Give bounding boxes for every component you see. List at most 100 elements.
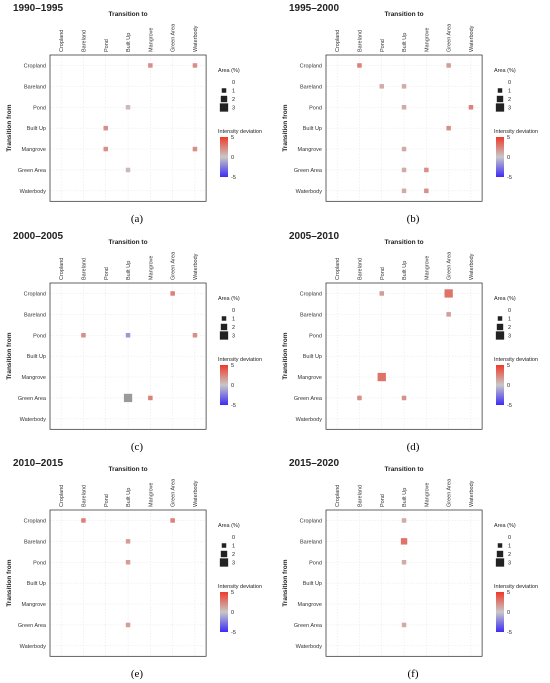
x-tick-label: Pond bbox=[380, 494, 386, 507]
y-tick-label: Pond bbox=[309, 105, 322, 111]
transition-cell bbox=[103, 125, 108, 131]
x-tick-label: Mangrove bbox=[148, 28, 154, 52]
y-tick-label: Bareland bbox=[24, 539, 46, 545]
color-legend-bar bbox=[496, 365, 504, 405]
size-legend-square bbox=[496, 550, 504, 558]
y-tick-label: Built Up bbox=[303, 354, 322, 360]
size-legend-label: 2 bbox=[232, 97, 235, 103]
size-legend-label: 1 bbox=[232, 89, 235, 95]
y-tick-label: Pond bbox=[309, 560, 322, 566]
color-legend-label: 5 bbox=[507, 135, 510, 141]
size-legend-square bbox=[219, 103, 229, 112]
x-tick-label: Cropland bbox=[335, 485, 341, 507]
size-legend-title: Area (%) bbox=[218, 523, 240, 529]
color-legend-label: 0 bbox=[507, 383, 510, 389]
size-legend-square bbox=[219, 331, 229, 340]
transition-cell bbox=[401, 560, 407, 565]
color-legend-label: 5 bbox=[231, 135, 234, 141]
size-legend-label: 1 bbox=[508, 89, 511, 95]
size-legend-label: 0 bbox=[232, 535, 235, 541]
color-legend-label: -5 bbox=[507, 630, 512, 636]
size-legend-square bbox=[495, 558, 505, 567]
size-legend-label: 3 bbox=[232, 334, 235, 340]
panel-title: 1990–1995 bbox=[13, 3, 63, 14]
panel-title: 2015–2020 bbox=[289, 458, 339, 469]
y-axis-title: Transition from bbox=[6, 559, 13, 607]
x-axis-title: Transition to bbox=[385, 239, 424, 246]
color-legend-label: -5 bbox=[231, 403, 236, 409]
transition-cell bbox=[125, 539, 131, 544]
y-tick-label: Pond bbox=[33, 105, 46, 111]
y-tick-label: Mangrove bbox=[22, 375, 46, 381]
x-tick-label: Pond bbox=[380, 39, 386, 52]
panel-title: 2000–2005 bbox=[13, 231, 63, 242]
size-legend-label: 0 bbox=[508, 308, 511, 314]
transition-cell bbox=[125, 560, 131, 565]
size-legend-square bbox=[220, 95, 228, 103]
size-legend-label: 3 bbox=[508, 106, 511, 112]
panel-c: 2000–2005 Transition to Transition from Cro… bbox=[6, 231, 262, 453]
y-tick-label: Bareland bbox=[24, 312, 46, 318]
plot-frame bbox=[49, 54, 207, 202]
size-legend-label: 1 bbox=[232, 317, 235, 323]
x-tick-label: Pond bbox=[104, 39, 110, 52]
transition-cell bbox=[401, 188, 407, 194]
x-tick-label: Green Area bbox=[171, 478, 177, 507]
x-tick-label: Built Up bbox=[126, 261, 132, 280]
transition-cell bbox=[377, 372, 386, 382]
x-tick-label: Built Up bbox=[126, 33, 132, 52]
color-legend-label: 0 bbox=[231, 383, 234, 389]
transition-cell bbox=[125, 622, 131, 628]
y-tick-label: Green Area bbox=[18, 396, 47, 402]
size-legend-title: Area (%) bbox=[494, 68, 516, 74]
y-tick-label: Cropland bbox=[300, 518, 322, 524]
color-legend-label: 0 bbox=[507, 610, 510, 616]
y-tick-label: Built Up bbox=[27, 126, 46, 132]
x-tick-label: Built Up bbox=[402, 488, 408, 507]
color-legend-bar bbox=[496, 592, 504, 632]
panel-caption: (f) bbox=[408, 668, 419, 680]
y-tick-label: Green Area bbox=[294, 623, 323, 629]
y-axis-title: Transition from bbox=[6, 104, 13, 152]
transition-cell bbox=[400, 538, 408, 545]
size-legend-label: 2 bbox=[232, 325, 235, 331]
y-tick-label: Pond bbox=[309, 333, 322, 339]
color-legend-title: Intensity deviation bbox=[218, 129, 262, 135]
y-tick-label: Waterbody bbox=[20, 417, 47, 423]
color-legend-bar bbox=[220, 592, 228, 632]
size-legend-label: 0 bbox=[232, 80, 235, 86]
x-axis-title: Transition to bbox=[385, 11, 424, 18]
y-tick-label: Cropland bbox=[300, 291, 322, 297]
transition-cell bbox=[81, 518, 86, 523]
transition-cell bbox=[125, 167, 131, 173]
panel-f: 2015–2020 Transition to Transition from Cro… bbox=[282, 458, 538, 680]
x-tick-label: Cropland bbox=[59, 485, 65, 507]
y-tick-label: Bareland bbox=[300, 312, 322, 318]
color-legend-title: Intensity deviation bbox=[494, 357, 538, 363]
transition-cell bbox=[424, 167, 429, 173]
transition-cell bbox=[170, 291, 175, 296]
color-legend-bar bbox=[220, 137, 228, 177]
x-tick-label: Mangrove bbox=[424, 28, 430, 52]
size-legend-label: 3 bbox=[232, 561, 235, 567]
y-tick-label: Mangrove bbox=[22, 602, 46, 608]
x-tick-label: Mangrove bbox=[148, 256, 154, 280]
x-axis-title: Transition to bbox=[109, 466, 148, 473]
color-legend-label: 5 bbox=[507, 590, 510, 596]
y-tick-label: Pond bbox=[33, 560, 46, 566]
y-tick-label: Mangrove bbox=[22, 147, 46, 153]
x-tick-label: Cropland bbox=[335, 30, 341, 52]
x-tick-label: Bareland bbox=[81, 30, 87, 52]
transition-cell bbox=[401, 167, 407, 173]
transition-cell bbox=[125, 333, 131, 338]
x-tick-label: Waterbody bbox=[469, 480, 475, 507]
size-legend-label: 3 bbox=[508, 334, 511, 340]
transition-cell bbox=[401, 146, 407, 152]
y-tick-label: Bareland bbox=[300, 539, 322, 545]
size-legend-square bbox=[221, 543, 227, 548]
panel-caption: (c) bbox=[131, 441, 144, 453]
panel-title: 1995–2000 bbox=[289, 3, 339, 14]
transition-cell bbox=[192, 146, 198, 152]
size-legend-title: Area (%) bbox=[218, 296, 240, 302]
x-tick-label: Pond bbox=[380, 267, 386, 280]
